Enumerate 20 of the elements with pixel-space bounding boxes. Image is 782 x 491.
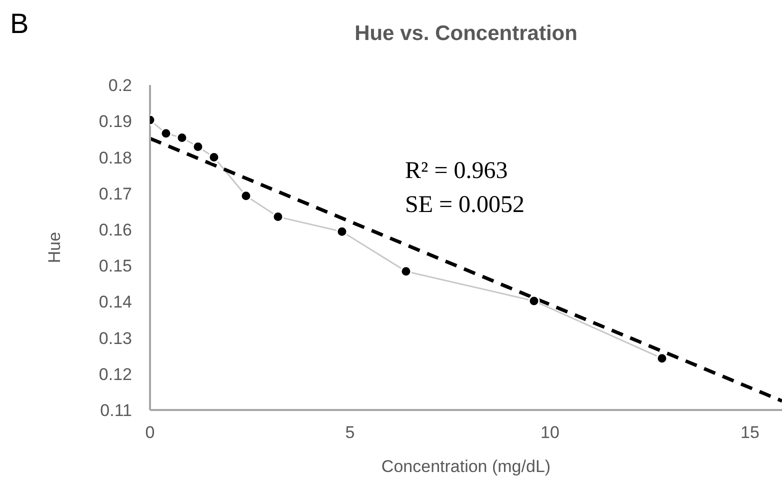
y-tick-label: 0.17 [98, 184, 132, 204]
y-tick-label: 0.11 [100, 401, 132, 420]
x-tick-label: 0 [145, 423, 155, 442]
y-tick-label: 0.2 [108, 76, 132, 96]
y-tick-label: 0.13 [98, 328, 132, 348]
x-tick-label: 5 [345, 423, 355, 442]
x-axis-title: Concentration (mg/dL) [381, 457, 551, 476]
annotation: SE = 0.0052 [405, 192, 525, 219]
x-tick-label: 15 [740, 423, 760, 442]
y-axis-title: Hue [45, 232, 64, 264]
annotation: R² = 0.963 [405, 158, 508, 185]
text: B [10, 8, 29, 40]
y-tick-label: 0.14 [98, 292, 132, 312]
y-tick-label: 0.18 [98, 148, 132, 168]
chart-title: Hue vs. Concentration [354, 22, 578, 46]
y-tick-label: 0.19 [98, 112, 132, 132]
y-tick-label: 0.12 [98, 364, 132, 384]
x-tick-label: 10 [540, 423, 560, 442]
y-tick-label: 0.15 [98, 256, 132, 276]
y-tick-label: 0.16 [98, 220, 132, 240]
